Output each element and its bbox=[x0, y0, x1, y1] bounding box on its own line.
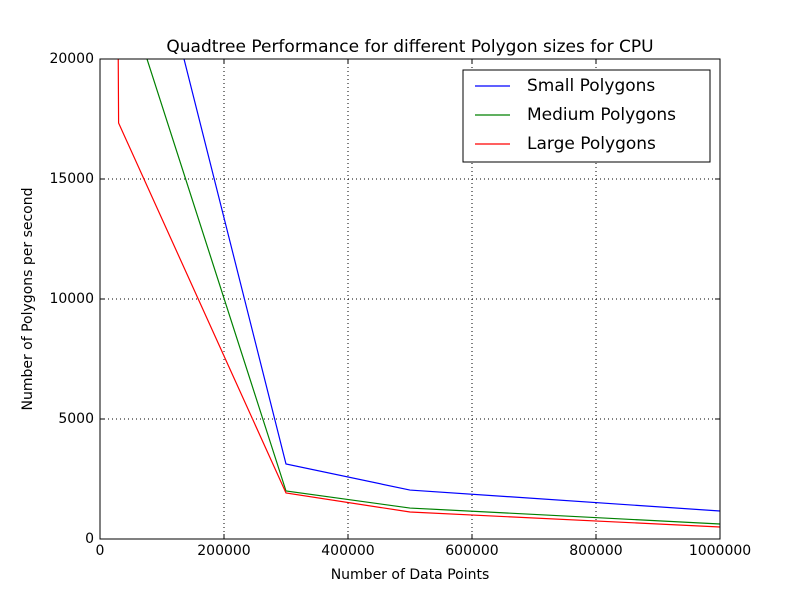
y-tick-label: 5000 bbox=[58, 411, 94, 427]
y-tick-label: 15000 bbox=[49, 171, 94, 187]
y-axis-label: Number of Polygons per second bbox=[20, 187, 36, 410]
legend-label: Medium Polygons bbox=[527, 105, 676, 125]
y-tick-label: 10000 bbox=[49, 291, 94, 307]
chart-title: Quadtree Performance for different Polyg… bbox=[166, 37, 653, 57]
x-tick-label: 800000 bbox=[569, 543, 622, 559]
series-line bbox=[146, 59, 720, 525]
legend-label: Small Polygons bbox=[527, 76, 655, 96]
legend-label: Large Polygons bbox=[527, 134, 656, 154]
series-line bbox=[117, 59, 720, 528]
legend: Small Polygons Medium Polygons Large Polyg… bbox=[462, 69, 711, 163]
plot-lines bbox=[117, 59, 720, 528]
y-tick-label: 20000 bbox=[49, 51, 94, 67]
legend-box bbox=[462, 69, 711, 163]
ticks: 0 200000 400000 600000 800000 1000000 0 5000 100… bbox=[49, 51, 751, 559]
x-tick-label: 0 bbox=[96, 543, 105, 559]
y-tick-label: 0 bbox=[85, 531, 94, 547]
series-line bbox=[183, 59, 720, 512]
x-tick-label: 600000 bbox=[445, 543, 498, 559]
x-tick-label: 400000 bbox=[321, 543, 374, 559]
x-tick-label: 200000 bbox=[197, 543, 250, 559]
x-axis-label: Number of Data Points bbox=[331, 567, 490, 583]
x-tick-label: 1000000 bbox=[689, 543, 751, 559]
